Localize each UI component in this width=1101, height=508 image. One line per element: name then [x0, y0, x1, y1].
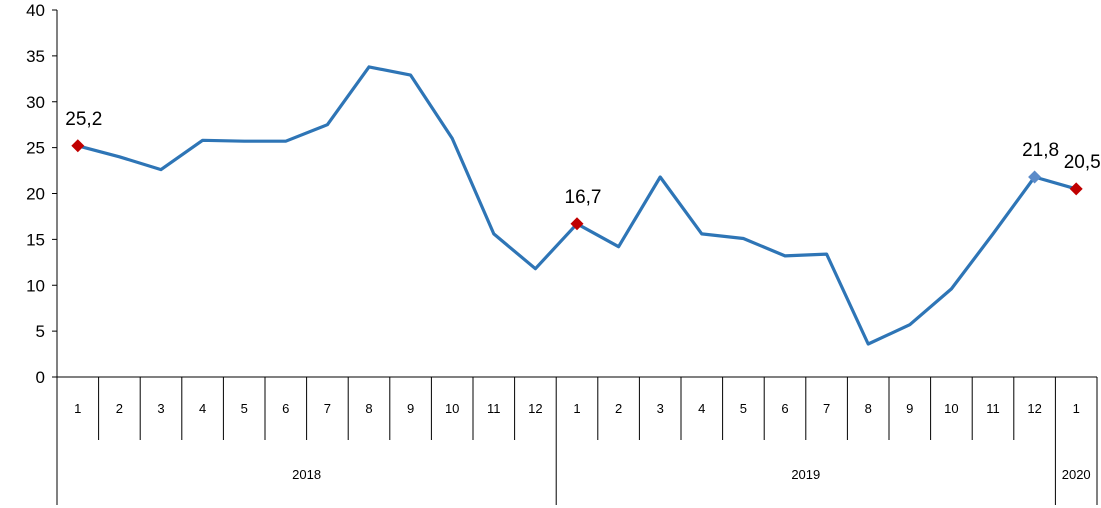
x-tick-label: 3	[157, 401, 164, 416]
x-tick-label: 2	[615, 401, 622, 416]
x-tick-label: 7	[324, 401, 331, 416]
x-tick-label: 1	[1073, 401, 1080, 416]
x-tick-label: 5	[740, 401, 747, 416]
y-tick-label: 20	[26, 185, 45, 204]
x-tick-label: 5	[241, 401, 248, 416]
y-tick-label: 25	[26, 139, 45, 158]
data-point-marker	[71, 139, 85, 153]
x-tick-label: 8	[865, 401, 872, 416]
y-tick-label: 35	[26, 47, 45, 66]
x-tick-label: 6	[781, 401, 788, 416]
data-label: 16,7	[565, 187, 602, 208]
x-tick-label: 9	[906, 401, 913, 416]
y-tick-label: 15	[26, 230, 45, 249]
x-tick-label: 12	[1027, 401, 1041, 416]
x-tick-label: 10	[944, 401, 958, 416]
data-labels: 25,2 16,7 21,820,5	[65, 109, 1100, 208]
x-tick-label: 12	[528, 401, 542, 416]
data-label: 25,2	[65, 109, 102, 130]
x-tick-label: 7	[823, 401, 830, 416]
data-point-marker	[570, 217, 584, 231]
x-tick-label: 4	[199, 401, 206, 416]
series	[71, 65, 1083, 346]
y-tick-label: 30	[26, 93, 45, 112]
x-tick-label: 9	[407, 401, 414, 416]
data-point-marker	[1028, 170, 1042, 184]
x-axis-ticks: 1 2 3 4 5 6 7 8 9 10 11 12 1 2 3 4 5 6 7 8 9 10 11 12 1	[56, 377, 1098, 505]
year-labels: 2018 2019 2020	[292, 467, 1091, 482]
x-tick-label: 3	[657, 401, 664, 416]
year-label: 2020	[1062, 467, 1091, 482]
data-label: 21,8	[1022, 140, 1059, 161]
x-tick-label: 8	[365, 401, 372, 416]
y-tick-label: 5	[36, 322, 45, 341]
x-tick-label: 11	[986, 401, 1000, 416]
x-tick-label: 6	[282, 401, 289, 416]
data-label: 20,5	[1064, 152, 1101, 173]
year-label: 2019	[791, 467, 820, 482]
x-tick-label: 4	[698, 401, 705, 416]
x-tick-label: 2	[116, 401, 123, 416]
y-axis-ticks: 0 5 10 15 20 25 30 35 40	[26, 1, 57, 387]
x-tick-label: 1	[573, 401, 580, 416]
data-point-marker	[1069, 182, 1083, 196]
y-tick-label: 40	[26, 1, 45, 20]
year-label: 2018	[292, 467, 321, 482]
y-tick-label: 10	[26, 276, 45, 295]
y-tick-label: 0	[36, 368, 45, 387]
x-tick-label: 10	[445, 401, 459, 416]
x-tick-label: 11	[487, 401, 501, 416]
x-tick-label: 1	[74, 401, 81, 416]
